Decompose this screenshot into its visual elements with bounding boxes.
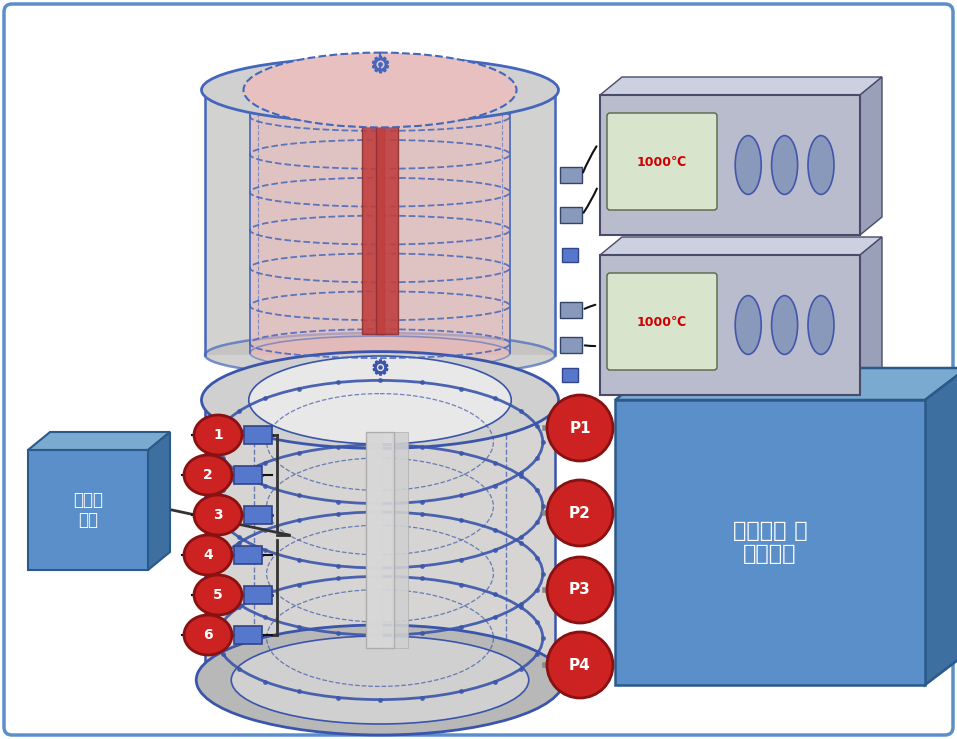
Text: 1: 1 bbox=[213, 428, 223, 442]
Ellipse shape bbox=[184, 535, 232, 575]
Text: P2: P2 bbox=[569, 505, 590, 520]
Ellipse shape bbox=[808, 296, 834, 355]
FancyBboxPatch shape bbox=[615, 400, 925, 685]
FancyBboxPatch shape bbox=[562, 368, 578, 382]
FancyBboxPatch shape bbox=[4, 4, 953, 735]
FancyBboxPatch shape bbox=[560, 337, 582, 353]
Ellipse shape bbox=[202, 57, 559, 123]
Circle shape bbox=[547, 632, 613, 698]
Ellipse shape bbox=[250, 75, 510, 109]
Ellipse shape bbox=[205, 68, 555, 112]
Ellipse shape bbox=[184, 615, 232, 655]
FancyBboxPatch shape bbox=[234, 626, 262, 644]
Polygon shape bbox=[600, 77, 882, 95]
Text: P1: P1 bbox=[569, 420, 590, 435]
Text: 6: 6 bbox=[203, 628, 212, 642]
Text: 1000℃: 1000℃ bbox=[637, 156, 687, 168]
Polygon shape bbox=[205, 90, 555, 355]
FancyBboxPatch shape bbox=[234, 546, 262, 564]
FancyBboxPatch shape bbox=[244, 586, 272, 604]
FancyBboxPatch shape bbox=[560, 302, 582, 318]
Polygon shape bbox=[376, 111, 398, 334]
Polygon shape bbox=[392, 432, 408, 648]
FancyBboxPatch shape bbox=[600, 95, 860, 235]
Polygon shape bbox=[860, 77, 882, 235]
Polygon shape bbox=[615, 368, 957, 400]
Text: 3: 3 bbox=[213, 508, 223, 522]
Circle shape bbox=[547, 480, 613, 546]
FancyBboxPatch shape bbox=[607, 273, 717, 370]
Text: 4: 4 bbox=[203, 548, 212, 562]
Polygon shape bbox=[148, 432, 170, 570]
Ellipse shape bbox=[194, 415, 242, 455]
Ellipse shape bbox=[232, 636, 529, 724]
Circle shape bbox=[547, 395, 613, 461]
Ellipse shape bbox=[205, 658, 555, 702]
Ellipse shape bbox=[205, 333, 555, 377]
FancyBboxPatch shape bbox=[560, 207, 582, 223]
FancyBboxPatch shape bbox=[244, 506, 272, 524]
Ellipse shape bbox=[771, 135, 797, 194]
Ellipse shape bbox=[249, 356, 511, 444]
FancyBboxPatch shape bbox=[600, 255, 860, 395]
FancyBboxPatch shape bbox=[244, 426, 272, 444]
Ellipse shape bbox=[808, 135, 834, 194]
Ellipse shape bbox=[735, 135, 761, 194]
FancyBboxPatch shape bbox=[562, 248, 578, 262]
Ellipse shape bbox=[194, 495, 242, 535]
Text: 순환펜프 및
냉각장치: 순환펜프 및 냉각장치 bbox=[733, 521, 808, 564]
Polygon shape bbox=[600, 237, 882, 255]
FancyBboxPatch shape bbox=[607, 113, 717, 210]
Ellipse shape bbox=[196, 625, 564, 735]
FancyBboxPatch shape bbox=[28, 450, 148, 570]
Ellipse shape bbox=[250, 336, 510, 370]
Polygon shape bbox=[860, 237, 882, 395]
Polygon shape bbox=[925, 368, 957, 685]
Ellipse shape bbox=[194, 575, 242, 615]
Text: 5: 5 bbox=[213, 588, 223, 602]
Polygon shape bbox=[366, 432, 382, 648]
Ellipse shape bbox=[205, 378, 555, 422]
Polygon shape bbox=[362, 111, 384, 334]
Ellipse shape bbox=[202, 352, 559, 449]
Ellipse shape bbox=[184, 455, 232, 495]
FancyBboxPatch shape bbox=[234, 466, 262, 484]
Text: P4: P4 bbox=[569, 658, 590, 672]
Circle shape bbox=[547, 557, 613, 623]
Text: 2: 2 bbox=[203, 468, 212, 482]
FancyBboxPatch shape bbox=[560, 167, 582, 183]
Polygon shape bbox=[28, 432, 170, 450]
Text: 1000℃: 1000℃ bbox=[637, 316, 687, 329]
Polygon shape bbox=[366, 432, 394, 648]
Text: 데이터
수집: 데이터 수집 bbox=[73, 491, 103, 529]
Polygon shape bbox=[250, 92, 510, 353]
Ellipse shape bbox=[735, 296, 761, 355]
Ellipse shape bbox=[243, 52, 517, 127]
Ellipse shape bbox=[771, 296, 797, 355]
Polygon shape bbox=[205, 400, 555, 680]
Text: P3: P3 bbox=[569, 582, 590, 598]
